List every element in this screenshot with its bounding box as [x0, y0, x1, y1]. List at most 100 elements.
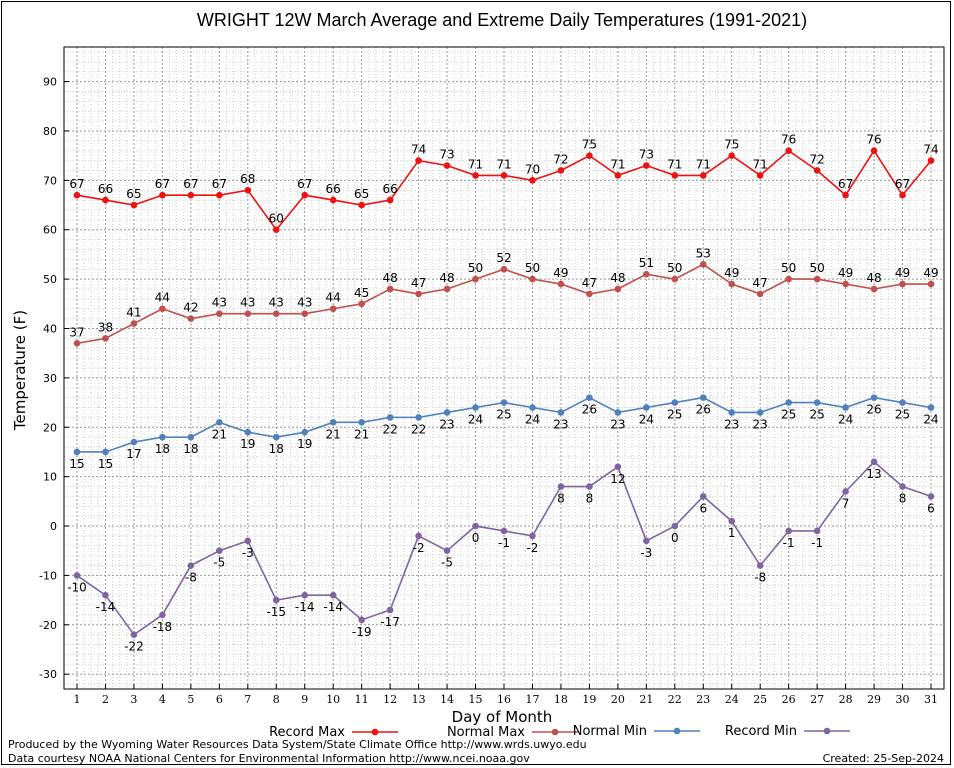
record-max-point — [586, 152, 593, 159]
record-max-point — [699, 172, 707, 179]
record-max-data-label: 71 — [468, 157, 483, 171]
normal-min-data-label: 18 — [183, 442, 198, 456]
record-max-point — [216, 191, 223, 199]
normal-max-point — [671, 275, 679, 283]
normal-max-data-label: 38 — [98, 320, 113, 334]
record-min-point — [244, 537, 252, 545]
normal-max-point — [842, 280, 849, 288]
y-tick-label: 60 — [43, 224, 57, 237]
normal-min-data-label: 26 — [582, 403, 597, 417]
normal-min-data-label: 25 — [809, 408, 824, 422]
record-max-point — [500, 172, 508, 179]
y-tick-label: 0 — [50, 520, 57, 533]
record-min-point — [557, 483, 565, 490]
normal-min-point — [529, 404, 536, 411]
record-min-data-label: -5 — [213, 556, 225, 570]
record-min-data-label: 0 — [472, 531, 480, 545]
x-tick-label: 23 — [696, 693, 710, 706]
record-max-data-label: 75 — [724, 138, 739, 152]
record-min-data-label: -19 — [352, 625, 372, 639]
record-max-point — [813, 167, 821, 174]
record-min-point — [500, 527, 508, 535]
y-tick-label: 40 — [43, 322, 57, 335]
normal-min-point — [756, 409, 764, 416]
record-max-point — [927, 157, 935, 164]
normal-min-data-label: 22 — [382, 422, 397, 436]
x-tick-label: 4 — [159, 693, 166, 706]
normal-min-data-label: 25 — [667, 408, 682, 422]
record-max-data-label: 71 — [667, 157, 682, 171]
normal-max-point — [159, 305, 166, 313]
record-min-data-label: -2 — [413, 541, 425, 555]
y-tick-label: -20 — [39, 619, 57, 632]
record-min-point — [159, 611, 166, 619]
legend-marker-normal-max — [551, 728, 559, 736]
normal-max-data-label: 50 — [525, 261, 540, 275]
record-max-data-label: 66 — [326, 182, 341, 196]
x-tick-label: 28 — [839, 693, 853, 706]
record-min-point — [443, 547, 451, 555]
normal-max-data-label: 44 — [155, 291, 170, 305]
normal-max-point — [529, 275, 536, 283]
record-max-data-label: 68 — [240, 172, 255, 186]
x-tick-label: 27 — [810, 693, 824, 706]
record-max-data-label: 67 — [212, 177, 227, 191]
record-min-data-label: -15 — [266, 605, 286, 619]
normal-max-data-label: 47 — [753, 276, 768, 290]
legend-label-record-max: Record Max — [269, 725, 345, 740]
x-tick-label: 17 — [525, 693, 539, 706]
normal-min-point — [500, 399, 508, 406]
record-max-point — [415, 157, 422, 164]
record-max-data-label: 75 — [582, 138, 597, 152]
x-tick-label: 16 — [497, 693, 511, 706]
x-tick-label: 15 — [469, 693, 483, 706]
record-max-data-label: 66 — [382, 182, 397, 196]
normal-min-point — [671, 399, 679, 406]
record-max-point — [130, 201, 138, 209]
normal-min-point — [586, 394, 593, 401]
y-tick-label: 90 — [43, 76, 57, 89]
normal-min-data-label: 26 — [866, 403, 881, 417]
normal-max-data-label: 50 — [809, 261, 824, 275]
x-tick-label: 9 — [301, 693, 308, 706]
normal-min-point — [699, 394, 707, 401]
x-tick-label: 7 — [244, 693, 251, 706]
record-max-point — [529, 177, 536, 184]
normal-min-data-label: 21 — [212, 427, 227, 441]
x-tick-label: 6 — [216, 693, 223, 706]
normal-min-point — [785, 399, 792, 406]
normal-max-data-label: 48 — [866, 271, 881, 285]
record-min-point — [102, 591, 109, 599]
record-min-data-label: 6 — [927, 501, 935, 515]
record-max-data-label: 71 — [753, 157, 768, 171]
x-tick-label: 29 — [867, 693, 881, 706]
normal-max-point — [785, 275, 792, 283]
normal-min-data-label: 25 — [781, 408, 796, 422]
y-tick-label: 30 — [43, 372, 57, 385]
record-min-point — [386, 606, 394, 614]
y-axis-ticks: -30 -20 -10 0 10 20 30 40 50 60 70 80 90 — [39, 76, 69, 681]
record-max-data-label: 71 — [610, 157, 625, 171]
record-max-data-label: 74 — [411, 143, 426, 157]
record-max-point — [443, 162, 451, 169]
normal-min-point — [386, 414, 394, 421]
x-tick-label: 24 — [725, 693, 739, 706]
record-min-data-label: 8 — [557, 492, 565, 506]
normal-max-point — [187, 315, 195, 322]
record-min-data-label: -3 — [640, 546, 652, 560]
record-min-data-label: 12 — [610, 472, 625, 486]
record-min-point — [671, 522, 679, 530]
record-min-point — [73, 572, 81, 579]
x-axis-label: Day of Month — [452, 708, 553, 726]
record-min-data-label: -17 — [380, 615, 400, 629]
record-max-point — [557, 167, 565, 174]
legend-label-normal-max: Normal Max — [447, 725, 525, 740]
record-min-point — [785, 527, 792, 535]
normal-max-data-label: 49 — [895, 266, 910, 280]
x-tick-label: 18 — [554, 693, 568, 706]
record-max-point — [358, 201, 365, 209]
y-tick-label: 50 — [43, 273, 57, 286]
normal-min-data-label: 24 — [639, 413, 654, 427]
normal-min-data-label: 22 — [411, 422, 426, 436]
